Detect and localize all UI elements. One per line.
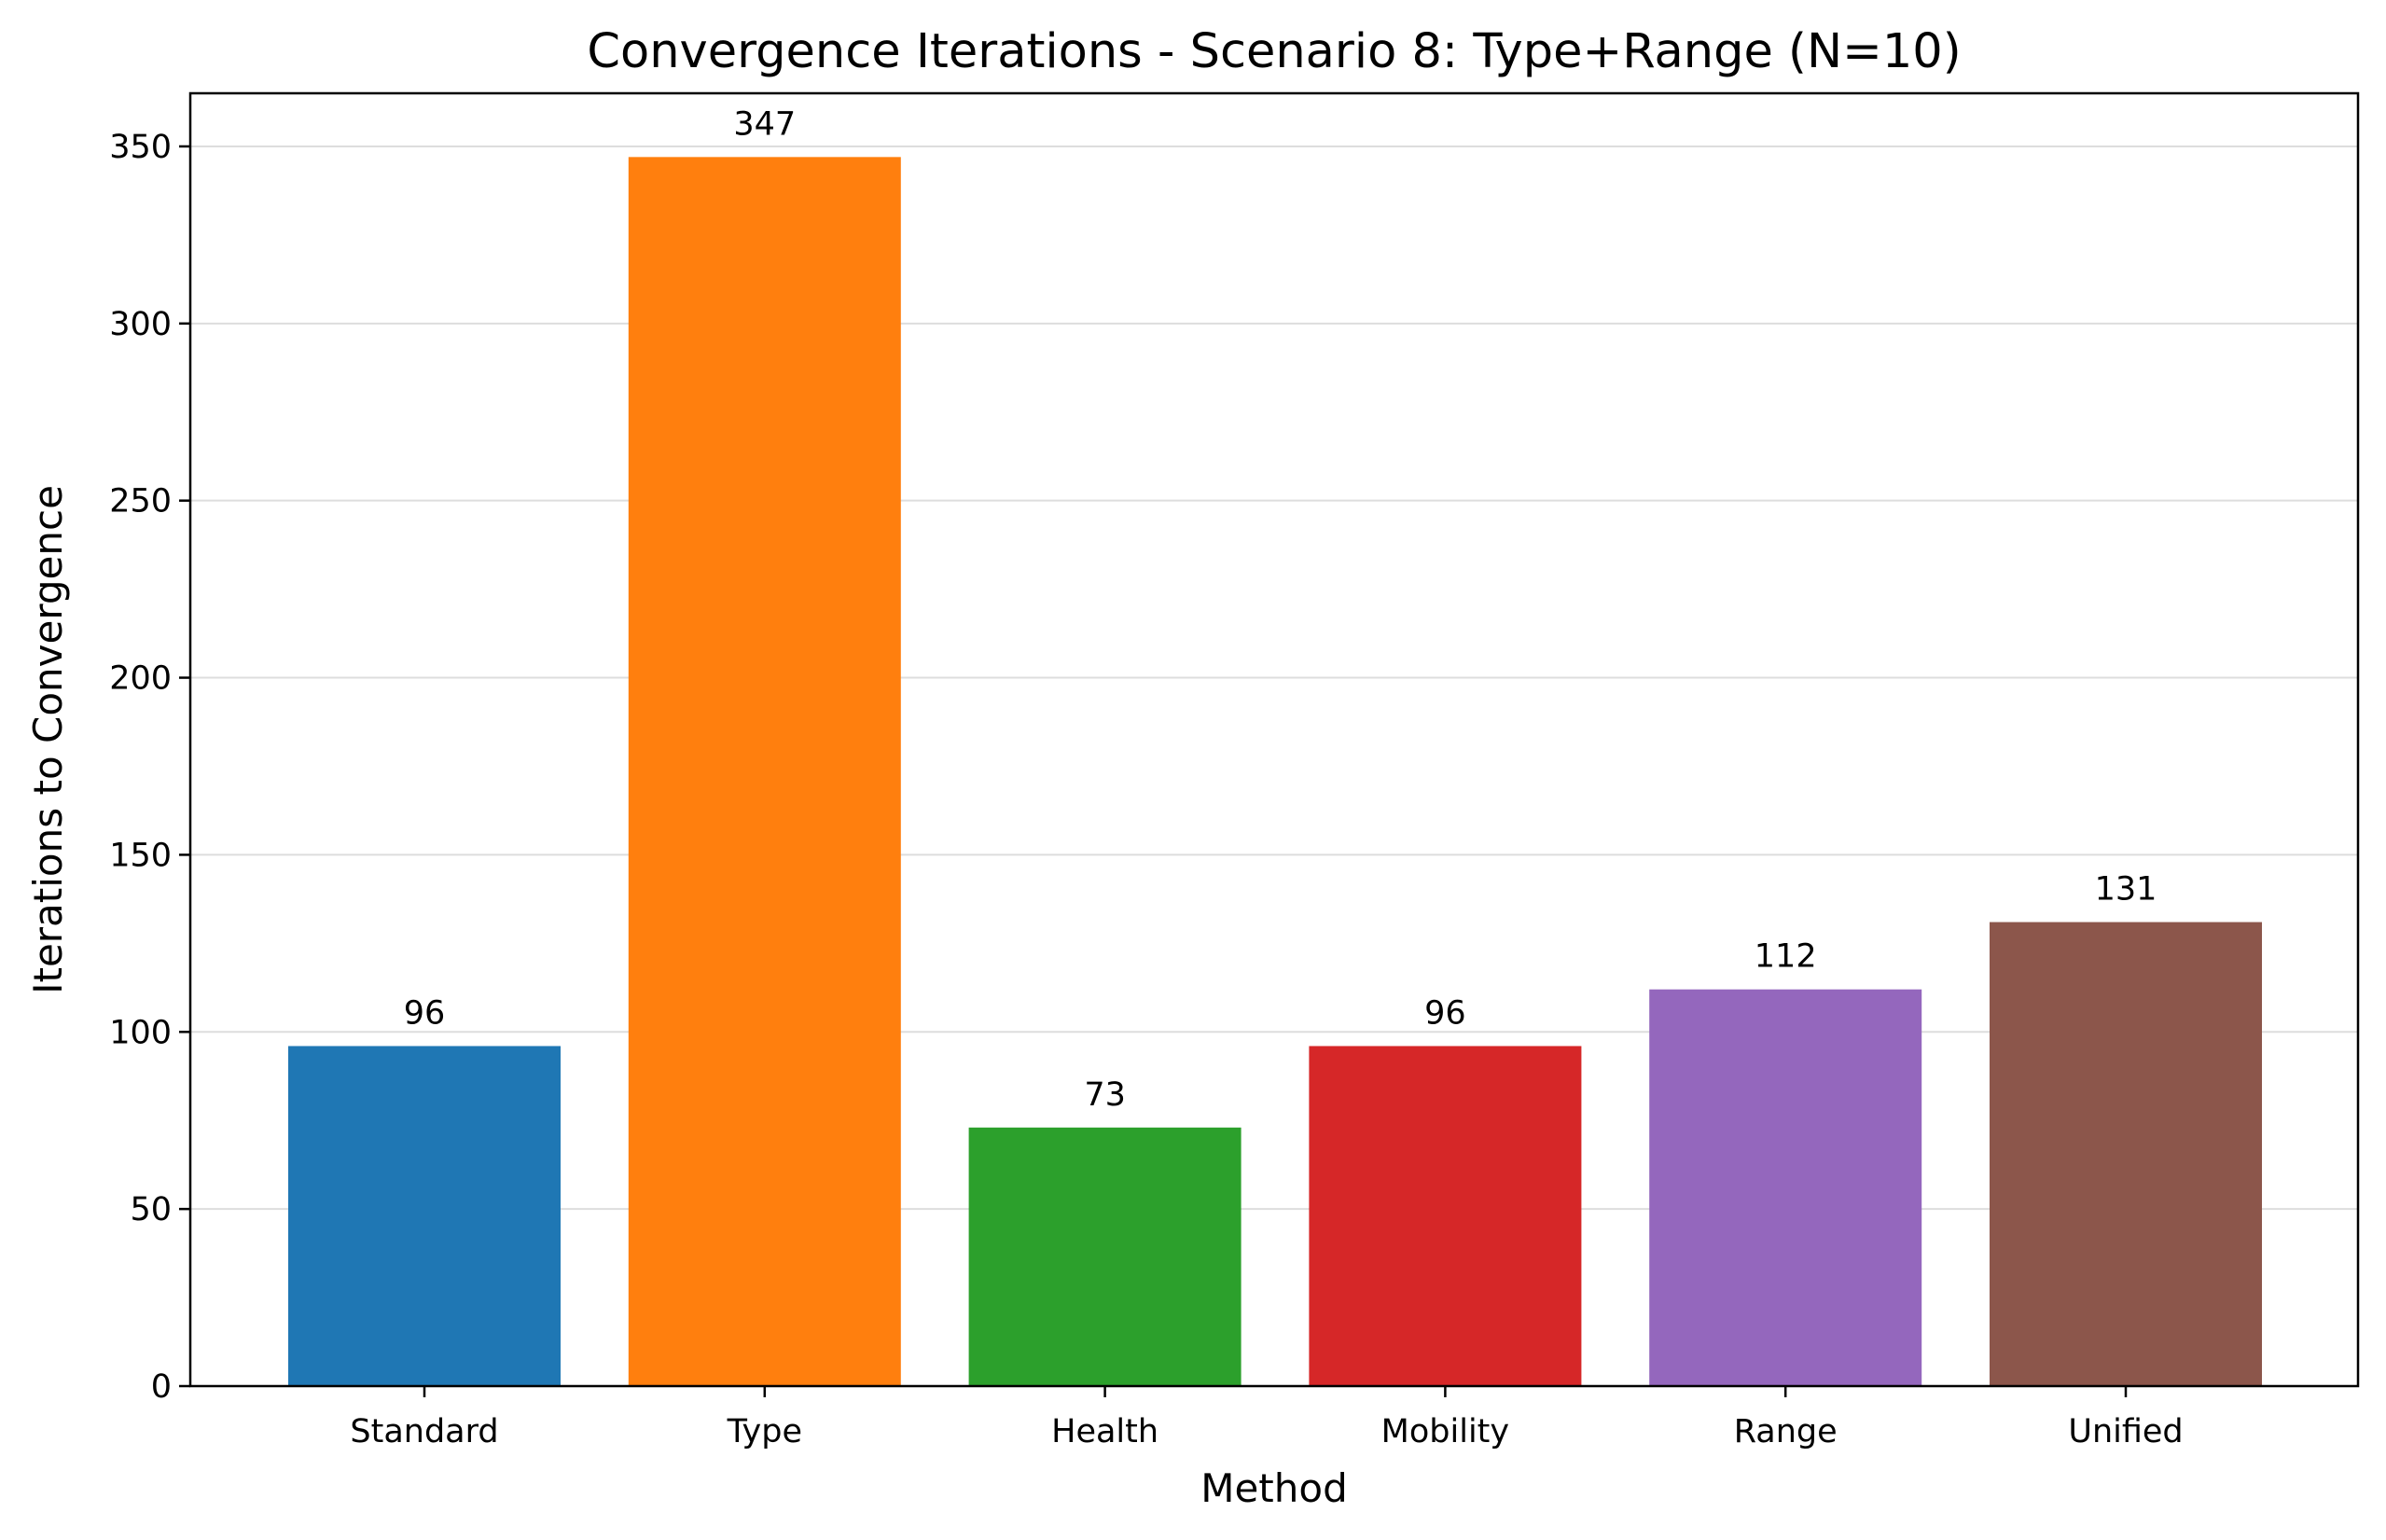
y-axis-label: Iterations to Convergence bbox=[25, 485, 71, 994]
x-axis-label: Method bbox=[1200, 1465, 1348, 1511]
x-tick-label: Range bbox=[1734, 1413, 1838, 1450]
bar-mobility bbox=[1309, 1046, 1582, 1386]
y-tick-label: 0 bbox=[151, 1368, 172, 1406]
plot-frame bbox=[188, 91, 2360, 1388]
chart-title: Convergence Iterations - Scenario 8: Typ… bbox=[587, 24, 1961, 79]
x-tick-label: Health bbox=[1051, 1413, 1158, 1450]
data-labels: 96 347 73 96 112 131 bbox=[404, 105, 2157, 1113]
data-label: 112 bbox=[1755, 938, 1817, 976]
x-tick-label: Unified bbox=[2068, 1413, 2183, 1450]
data-label: 96 bbox=[1424, 994, 1466, 1032]
bar-unified bbox=[1990, 922, 2262, 1386]
bar-health bbox=[968, 1127, 1242, 1386]
data-label: 347 bbox=[733, 105, 796, 143]
y-tick-label: 50 bbox=[130, 1191, 172, 1228]
y-tick-label: 350 bbox=[109, 129, 172, 166]
y-tick-label: 200 bbox=[109, 660, 172, 698]
x-tick-label: Standard bbox=[350, 1413, 498, 1450]
bar-type bbox=[628, 157, 901, 1386]
x-axis-ticks: Standard Type Health Mobility Range Unified bbox=[350, 1386, 2184, 1450]
x-tick-label: Type bbox=[727, 1413, 802, 1450]
y-tick-label: 250 bbox=[109, 483, 172, 520]
y-tick-label: 300 bbox=[109, 306, 172, 343]
y-axis-ticks: 0 50 100 150 200 250 300 350 bbox=[109, 129, 190, 1406]
y-tick-label: 100 bbox=[109, 1014, 172, 1051]
data-label: 131 bbox=[2095, 871, 2157, 909]
y-tick-label: 150 bbox=[109, 837, 172, 874]
bar-standard bbox=[288, 1046, 561, 1386]
data-label: 96 bbox=[404, 994, 446, 1032]
bar-range bbox=[1649, 989, 1922, 1386]
bars bbox=[288, 157, 2262, 1386]
x-tick-label: Mobility bbox=[1381, 1413, 1509, 1450]
gridlines bbox=[190, 145, 2358, 1211]
data-label: 73 bbox=[1084, 1076, 1126, 1114]
